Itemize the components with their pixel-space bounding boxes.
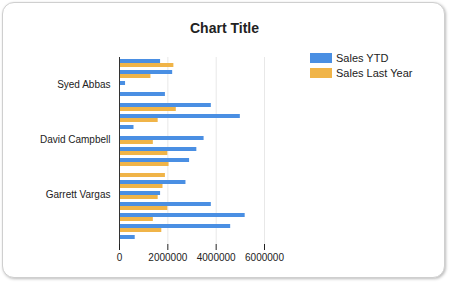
html-text:Chart Title: Chart Title (190, 20, 259, 36)
html-text:Sales YTD: Sales YTD (336, 51, 389, 64)
svg-text:David Campbell: David Campbell (40, 134, 111, 145)
html-text:Sales Last Year: Sales Last Year (336, 66, 413, 79)
svg-text:4000000: 4000000 (197, 252, 236, 263)
svg-text:Syed Abbas: Syed Abbas (57, 79, 110, 90)
svg-text:Garrett Vargas: Garrett Vargas (46, 189, 111, 200)
svg-text:2000000: 2000000 (148, 252, 187, 263)
svg-text:6000000: 6000000 (245, 252, 284, 263)
svg-text:0: 0 (117, 252, 123, 263)
